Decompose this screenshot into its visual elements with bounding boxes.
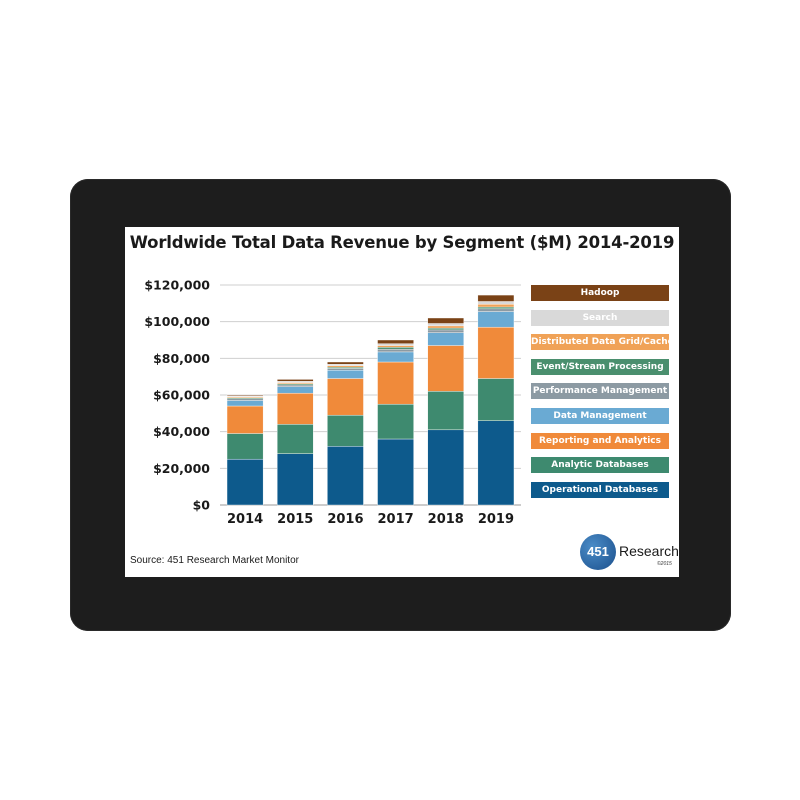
- y-tick-label: $20,000: [153, 461, 210, 476]
- y-axis-ticks: $0 $20,000 $40,000 $60,000 $80,000 $100,000 $1…: [144, 278, 210, 513]
- x-axis-ticks: 2014 2015 2016 2017 2018 2019: [227, 512, 514, 527]
- bar-segment: [276, 453, 314, 506]
- bar-segment: [226, 433, 264, 460]
- bar-segment: [327, 370, 364, 379]
- logo-badge: 451: [580, 534, 616, 570]
- bar-segment: [377, 345, 414, 348]
- bar-segment: [377, 403, 414, 440]
- y-tick-label: $120,000: [144, 278, 210, 293]
- bar-segment: [327, 446, 364, 506]
- bar-segment: [427, 391, 465, 431]
- bar-segment: [327, 361, 364, 365]
- bar-segment: [427, 329, 465, 333]
- bar-segment: [327, 363, 364, 366]
- bar-segment: [477, 304, 515, 308]
- gridlines: [220, 284, 521, 506]
- bar-segment: [377, 339, 414, 344]
- bar-segment: [377, 347, 414, 350]
- bar-segment: [477, 294, 515, 302]
- bar-segment: [377, 361, 414, 405]
- legend: Hadoop Search Distributed Data Grid/Cache E…: [531, 285, 669, 506]
- bar-segment: [226, 400, 264, 407]
- bar-segment: [427, 323, 465, 327]
- y-tick-label: $0: [193, 498, 211, 513]
- bar-segment: [226, 405, 264, 434]
- bar-segment: [276, 392, 314, 425]
- x-tick-label: 2017: [377, 512, 413, 527]
- bar-segment: [276, 379, 314, 382]
- bar-segment: [327, 368, 364, 371]
- bar-segment: [276, 384, 314, 387]
- x-tick-label: 2018: [428, 512, 464, 527]
- bar-segment: [226, 398, 264, 401]
- bar-segment: [377, 348, 414, 353]
- legend-item: Analytic Databases: [531, 457, 669, 474]
- chart-title: Worldwide Total Data Revenue by Segment …: [129, 233, 675, 252]
- bar-segment: [477, 378, 515, 421]
- chart-panel: Worldwide Total Data Revenue by Segment …: [125, 227, 679, 577]
- legend-item: Reporting and Analytics: [531, 432, 669, 449]
- bar-segment: [427, 345, 465, 392]
- bar-segment: [226, 458, 264, 506]
- legend-item: Hadoop: [531, 285, 669, 301]
- y-tick-label: $60,000: [153, 388, 210, 403]
- legend-item: Data Management: [531, 407, 669, 424]
- bar-segment: [377, 438, 414, 506]
- bar-segment: [477, 306, 515, 310]
- bar-segment: [226, 394, 264, 397]
- bar-segment: [276, 386, 314, 394]
- bar-segment: [427, 317, 465, 324]
- legend-item: Performance Management: [531, 383, 669, 400]
- bar-segment: [427, 429, 465, 506]
- legend-item: Search: [531, 309, 669, 326]
- bar-segment: [377, 343, 414, 346]
- y-tick-label: $100,000: [144, 314, 210, 329]
- bar-segment: [427, 332, 465, 346]
- legend-item: Event/Stream Processing: [531, 358, 669, 375]
- x-tick-label: 2015: [277, 512, 313, 527]
- logo-copyright: ©2015: [657, 561, 672, 567]
- bar-segment: [477, 301, 515, 305]
- bar-segment: [377, 351, 414, 363]
- x-tick-label: 2014: [227, 512, 263, 527]
- stacked-bar-chart: $0 $20,000 $40,000 $60,000 $80,000 $100,000 $1…: [144, 278, 521, 527]
- legend-item: Operational Databases: [531, 481, 669, 498]
- bar-segment: [477, 308, 515, 312]
- bar-segment: [327, 378, 364, 416]
- bar-segment: [327, 414, 364, 447]
- bar-segment: [477, 326, 515, 379]
- bar-segment: [427, 327, 465, 331]
- bar-segment: [477, 420, 515, 506]
- y-tick-label: $40,000: [153, 424, 210, 439]
- bar-segment: [427, 325, 465, 329]
- bar-segment: [477, 311, 515, 328]
- source-note: Source: 451 Research Market Monitor: [130, 555, 299, 566]
- bars: [226, 294, 515, 506]
- x-tick-label: 2016: [327, 512, 363, 527]
- bar-segment: [276, 424, 314, 454]
- y-tick-label: $80,000: [153, 351, 210, 366]
- logo-451-research: 451 Research ©2015: [580, 534, 679, 574]
- legend-item: Distributed Data Grid/Cache: [531, 334, 669, 351]
- x-tick-label: 2019: [478, 512, 514, 527]
- logo-name: Research: [619, 543, 679, 559]
- bar-segment: [327, 365, 364, 368]
